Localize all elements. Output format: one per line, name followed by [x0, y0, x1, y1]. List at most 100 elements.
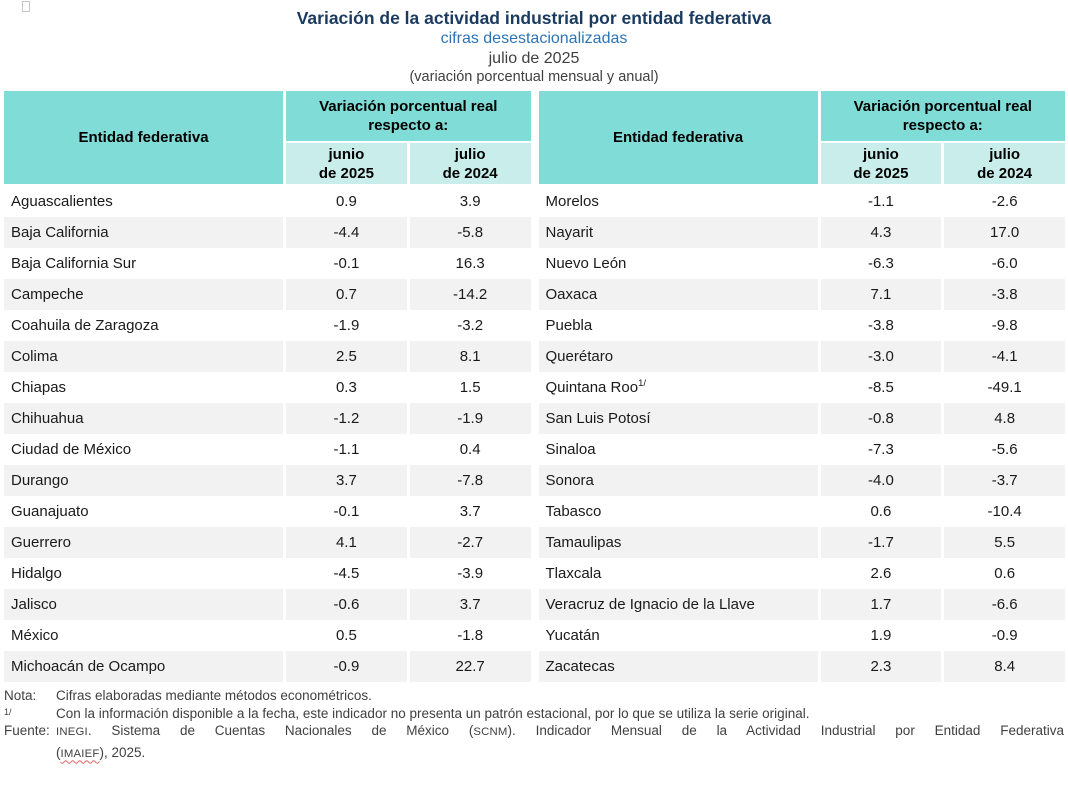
fuente-imaief: IMAIEF: [60, 747, 100, 760]
subtitle-deseasonalized: cifras desestacionalizadas: [440, 30, 628, 47]
value-jul: 3.9: [406, 186, 531, 217]
subheader-julio-2024: julio de 2024: [941, 141, 1065, 186]
value-jul: 0.6: [941, 558, 1065, 589]
entity-name-cell: Tlaxcala: [539, 558, 818, 589]
table-row: Chihuahua -1.2 -1.9: [4, 403, 531, 434]
table-row: San Luis Potosí -0.8 4.8: [538, 403, 1065, 434]
table-row: Colima 2.5 8.1: [4, 341, 531, 372]
value-jun: -4.0: [817, 465, 942, 496]
left-table-body: Aguascalientes 0.9 3.9 Baja California -4.4-…: [4, 186, 531, 682]
entity-name: Sinaloa: [545, 441, 596, 458]
entity-name: Durango: [11, 472, 69, 489]
entity-name: Campeche: [11, 286, 84, 303]
value-jun: 2.5: [283, 341, 407, 372]
value-jun: 1.7: [817, 589, 942, 620]
entity-name: Colima: [11, 348, 58, 365]
entity-name-cell: Morelos: [539, 186, 818, 217]
table-row: Baja California Sur -0.1 16.3: [4, 248, 531, 279]
table-row: Tlaxcala 2.6 0.6: [539, 558, 1066, 589]
entity-name: Aguascalientes: [11, 193, 113, 210]
entity-name: Baja California: [11, 224, 109, 241]
entity-column-header: Entidad federativa: [4, 91, 284, 186]
entity-name-cell: Tabasco: [539, 496, 818, 527]
right-table-body: Morelos -1.1 -2.6 Nayarit 4.3 17.0 Nuevo León -…: [538, 186, 1066, 682]
value-jul: 3.7: [406, 589, 531, 620]
table-row: Jalisco -0.6 3.7: [4, 589, 531, 620]
value-jun: -0.8: [817, 403, 942, 434]
nota-label: Nota:: [4, 688, 37, 703]
table-row: Michoacán de Ocampo -0.9 22.7: [4, 651, 531, 682]
value-jun: 0.6: [817, 496, 942, 527]
subheader-julio-2024: julio de 2024: [406, 141, 531, 186]
table-row: Zacatecas 2.3 8.4: [538, 651, 1065, 682]
fuente-year: ), 2025.: [99, 744, 146, 760]
table-row: Quintana Roo1/-8.5 -49.1: [539, 372, 1066, 403]
entity-name-cell: Chihuahua: [4, 403, 284, 434]
entity-name-cell: Durango: [4, 465, 284, 496]
value-jul: -3.2: [406, 310, 531, 341]
footnotes: Nota: Cifras elaboradas mediante métodos…: [0, 682, 1068, 765]
value-jul: 5.5: [941, 527, 1065, 558]
value-jul: 16.3: [406, 248, 531, 279]
value-jun: -1.1: [283, 434, 407, 465]
table-row: Baja California -4.4 -5.8: [4, 217, 531, 248]
fuente-inegi: INEGI: [56, 726, 88, 738]
entity-name-cell: Aguascalientes: [4, 186, 283, 217]
fuente-text: INEGI. Sistema de Cuentas Nacionales de …: [56, 722, 1064, 765]
value-jul: -4.1: [941, 341, 1065, 372]
group-column-header: Variación porcentual real respecto a:: [817, 91, 1065, 141]
entity-name: Baja California Sur: [11, 255, 137, 272]
entity-name-cell: México: [4, 620, 283, 651]
entity-column-header: Entidad federativa: [538, 91, 818, 186]
entity-name: Guanajuato: [11, 503, 89, 520]
table-row: Durango 3.7 -7.8: [4, 465, 531, 496]
entity-name-cell: Jalisco: [4, 589, 284, 620]
entity-name: San Luis Potosí: [545, 410, 651, 427]
entity-name-cell: Campeche: [4, 279, 284, 310]
value-jun: 2.3: [817, 651, 942, 682]
entity-name: Veracruz de Ignacio de la Llave: [545, 596, 755, 613]
value-jun: -1.9: [283, 310, 407, 341]
entity-name: Tabasco: [545, 503, 602, 520]
entity-name-cell: Colima: [4, 341, 284, 372]
entity-name-cell: Puebla: [539, 310, 818, 341]
value-jul: 8.1: [406, 341, 531, 372]
entity-name: Tlaxcala: [545, 565, 602, 582]
value-jun: 7.1: [817, 279, 942, 310]
entity-name: México: [11, 627, 59, 644]
table-row: Sonora -4.0 -3.7: [538, 465, 1065, 496]
table-row: Chiapas 0.3 1.5: [4, 372, 531, 403]
heading-block: Variación de la actividad industrial por…: [0, 0, 1068, 87]
value-jun: 0.5: [283, 620, 407, 651]
subheader-junio-2025: junio de 2025: [283, 141, 407, 186]
entity-name-cell: Nayarit: [538, 217, 818, 248]
table-row: Coahuila de Zaragoza -1.9 -3.2: [4, 310, 531, 341]
entity-name: Coahuila de Zaragoza: [11, 317, 159, 334]
entity-name: Quintana Roo: [545, 379, 639, 396]
table-row: Ciudad de México -1.1 0.4: [4, 434, 531, 465]
value-jul: -6.0: [941, 248, 1065, 279]
page-title: Variación de la actividad industrial por…: [296, 8, 772, 28]
table-row: Guanajuato -0.1 3.7: [4, 496, 531, 527]
table-row: Sinaloa -7.3 -5.6: [539, 434, 1066, 465]
value-jun: 2.6: [817, 558, 942, 589]
value-jul: -3.9: [406, 558, 531, 589]
entity-name-cell: Nuevo León: [539, 248, 818, 279]
table-row: Tabasco 0.6 -10.4: [539, 496, 1066, 527]
entity-name-cell: Querétaro: [538, 341, 818, 372]
value-jun: -6.3: [817, 248, 942, 279]
tables-container: Entidad federativa Variación porcentual …: [0, 87, 1068, 682]
value-jun: -0.6: [283, 589, 407, 620]
value-jul: 17.0: [941, 217, 1065, 248]
nota-row: Nota: Cifras elaboradas mediante métodos…: [4, 687, 1064, 705]
value-jul: -1.9: [406, 403, 531, 434]
entity-name: Nayarit: [545, 224, 594, 241]
table-row: Campeche 0.7 -14.2: [4, 279, 531, 310]
entity-name: Michoacán de Ocampo: [11, 658, 166, 675]
value-jul: 0.4: [406, 434, 531, 465]
entity-name-cell: Oaxaca: [538, 279, 818, 310]
table-row: Nayarit 4.3 17.0: [538, 217, 1065, 248]
entity-name-cell: Chiapas: [4, 372, 283, 403]
table-row: Puebla -3.8 -9.8: [539, 310, 1066, 341]
entity-name: Puebla: [545, 317, 593, 334]
